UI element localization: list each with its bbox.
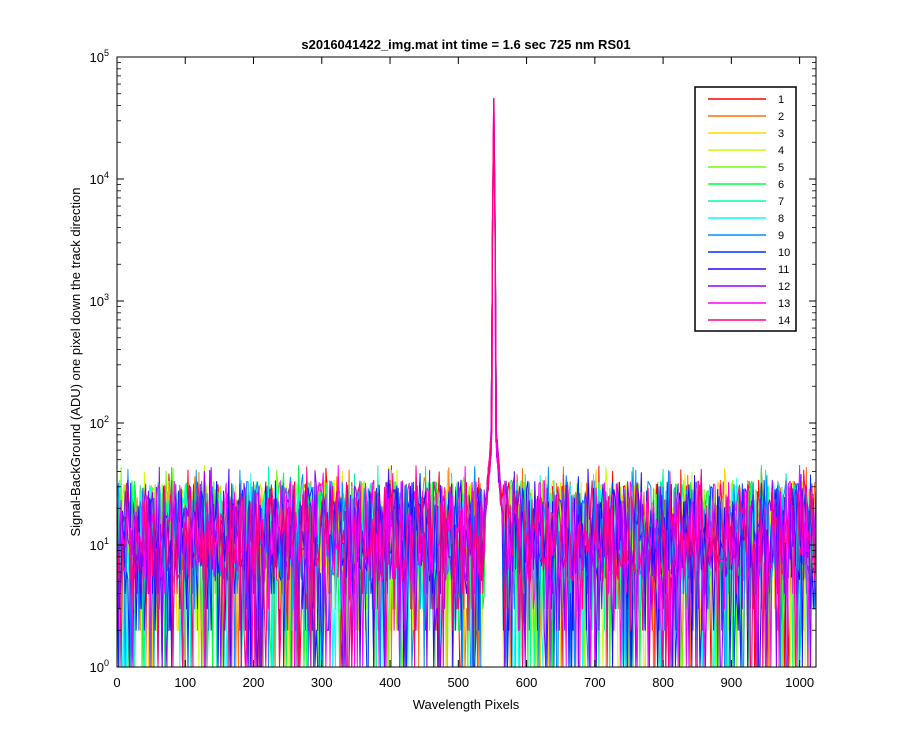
legend-label-5: 5 — [778, 162, 784, 174]
x-tick-label: 600 — [516, 675, 538, 690]
x-tick-label: 800 — [652, 675, 674, 690]
y-tick-label: 102 — [90, 414, 109, 431]
legend-label-2: 2 — [778, 111, 784, 123]
y-tick-label: 104 — [90, 170, 109, 187]
y-tick-label: 100 — [90, 658, 109, 675]
y-tick-label: 103 — [90, 292, 109, 309]
x-tick-label: 0 — [113, 675, 120, 690]
chart-title: s2016041422_img.mat int time = 1.6 sec 7… — [301, 37, 630, 52]
legend-label-10: 10 — [778, 247, 790, 259]
legend-label-11: 11 — [778, 264, 789, 276]
y-axis-label: Signal-BackGround (ADU) one pixel down t… — [68, 187, 83, 536]
x-tick-label: 400 — [379, 675, 401, 690]
x-axis-label: Wavelength Pixels — [413, 697, 520, 712]
y-tick-label: 105 — [90, 48, 109, 65]
x-tick-label: 200 — [243, 675, 265, 690]
x-tick-label: 700 — [584, 675, 606, 690]
y-tick-label: 101 — [90, 536, 109, 553]
legend-label-4: 4 — [778, 145, 784, 157]
legend-label-14: 14 — [778, 315, 790, 327]
x-axis: 0 100 200 300 400 500 600 700 800 900 1000 — [113, 57, 814, 690]
series-layer — [116, 97, 817, 668]
legend-label-8: 8 — [778, 213, 784, 225]
legend-label-12: 12 — [778, 281, 790, 293]
legend-box — [694, 86, 797, 332]
legend-label-6: 6 — [778, 179, 784, 191]
x-tick-label: 100 — [174, 675, 196, 690]
x-tick-label: 900 — [721, 675, 743, 690]
legend-label-7: 7 — [778, 196, 784, 208]
x-tick-label: 300 — [311, 675, 333, 690]
x-tick-label: 500 — [447, 675, 469, 690]
legend-label-1: 1 — [778, 94, 784, 106]
series-line-14 — [116, 98, 817, 668]
plot-frame — [116, 56, 817, 668]
x-tick-label: 1000 — [785, 675, 814, 690]
peak-line-14 — [486, 98, 502, 505]
legend-label-9: 9 — [778, 230, 784, 242]
legend-label-13: 13 — [778, 298, 790, 310]
legend-label-3: 3 — [778, 128, 784, 140]
